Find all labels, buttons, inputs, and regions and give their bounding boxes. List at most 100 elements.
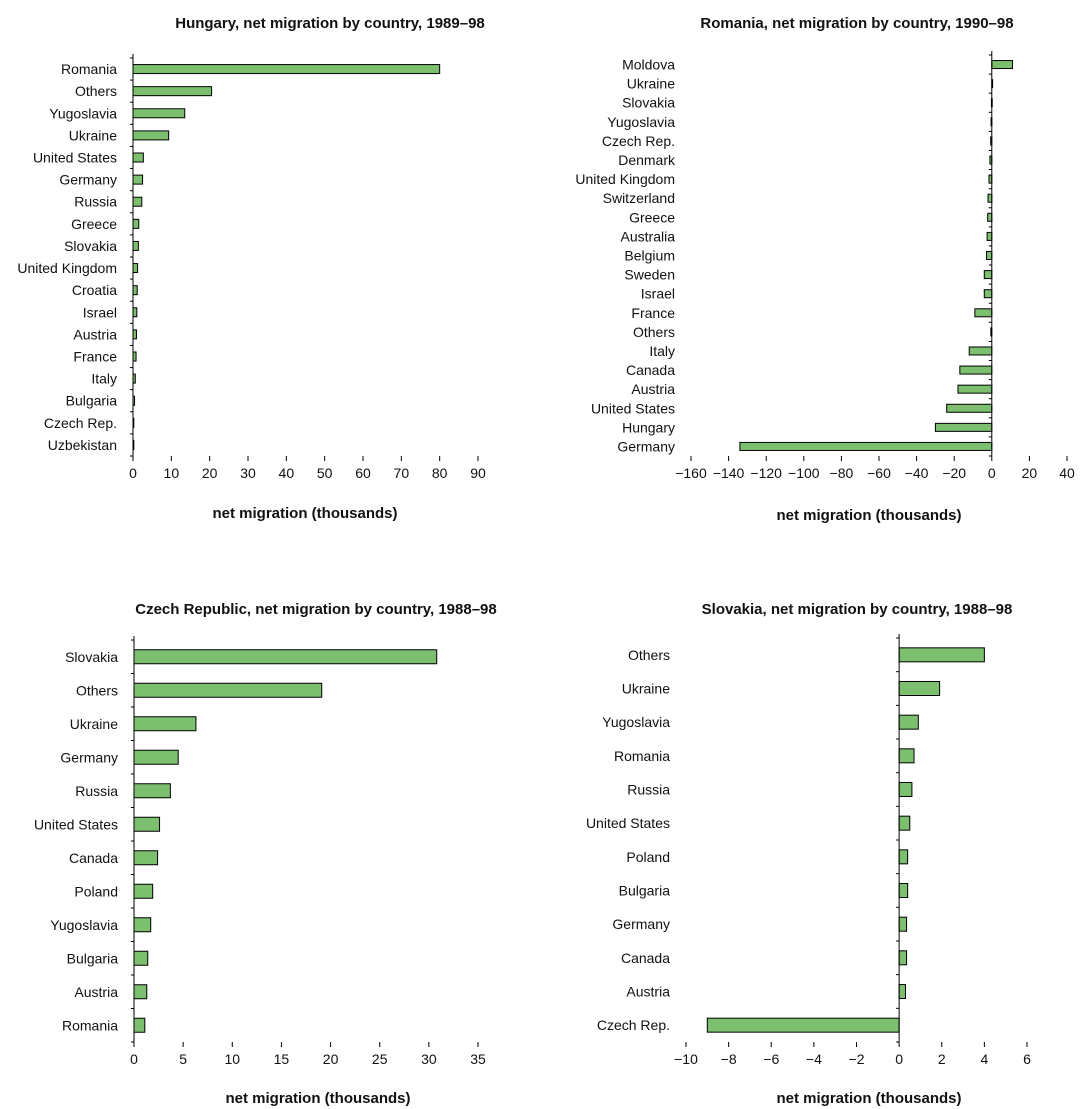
category-label: United States	[33, 150, 117, 166]
x-tick-label: 20	[202, 465, 218, 481]
bar	[946, 403, 993, 413]
chart-title: Czech Republic, net migration by country…	[135, 601, 497, 618]
category-label: Austria	[631, 381, 675, 397]
bar	[133, 783, 171, 799]
bar	[739, 441, 993, 451]
x-tick-label: 20	[1022, 465, 1038, 481]
bar	[986, 231, 993, 241]
category-label: Israel	[641, 286, 675, 302]
bar	[132, 130, 170, 141]
category-label: Greece	[629, 209, 675, 225]
bar	[132, 240, 139, 251]
category-label: Croatia	[72, 282, 117, 298]
category-label: Canada	[69, 850, 118, 866]
category-label: Moldova	[622, 57, 675, 73]
x-axis-label: net migration (thousands)	[777, 507, 962, 524]
bar	[968, 346, 993, 356]
category-label: United Kingdom	[575, 171, 675, 187]
category-label: United States	[586, 815, 670, 831]
bar	[898, 681, 941, 696]
category-label: Canada	[626, 362, 675, 378]
bar	[959, 365, 993, 375]
x-tick-label: 30	[421, 1051, 437, 1067]
category-label: Others	[633, 324, 675, 340]
bar	[898, 748, 915, 764]
category-label: Germany	[612, 916, 670, 932]
bar	[986, 251, 993, 260]
chart-4: Slovakia, net migration by country, 1988…	[586, 601, 1031, 1107]
category-label: Bulgaria	[619, 883, 671, 899]
bar	[898, 984, 907, 999]
x-tick-label: −10	[674, 1051, 698, 1067]
x-tick-label: 80	[432, 465, 448, 481]
category-label: Germany	[60, 749, 118, 765]
x-axis-label: net migration (thousands)	[213, 505, 398, 522]
category-label: Italy	[649, 343, 675, 359]
category-label: Hungary	[622, 419, 675, 435]
bar	[133, 917, 152, 933]
bar	[133, 716, 197, 732]
bar	[987, 212, 993, 222]
category-label: Bulgaria	[66, 393, 118, 409]
bar	[974, 308, 993, 318]
category-label: Israel	[83, 304, 117, 320]
category-label: Slovakia	[622, 95, 675, 111]
x-tick-label: −4	[806, 1051, 822, 1067]
x-tick-label: 10	[164, 465, 180, 481]
x-tick-label: 50	[317, 465, 333, 481]
bar	[132, 86, 213, 97]
category-label: Slovakia	[64, 238, 117, 254]
bar	[957, 384, 993, 394]
chart-title: Romania, net migration by country, 1990–…	[700, 15, 1013, 32]
bar	[132, 174, 144, 185]
category-label: Czech Rep.	[602, 133, 675, 149]
bar	[132, 64, 441, 75]
category-label: United States	[591, 400, 675, 416]
bar	[133, 749, 179, 765]
x-tick-label: 40	[1059, 465, 1075, 481]
x-tick-label: 35	[470, 1051, 486, 1067]
category-label: Ukraine	[622, 681, 670, 697]
bar	[133, 682, 323, 698]
category-label: Russia	[75, 783, 118, 799]
bar	[133, 649, 438, 665]
category-label: Italy	[91, 371, 117, 387]
category-label: Sweden	[624, 267, 675, 283]
category-label: United States	[34, 816, 118, 832]
category-label: Romania	[61, 61, 117, 77]
bar	[132, 196, 143, 207]
x-tick-label: 0	[129, 465, 137, 481]
x-tick-label: 5	[179, 1051, 187, 1067]
x-tick-label: 20	[323, 1051, 339, 1067]
category-label: Uzbekistan	[48, 437, 117, 453]
bar	[132, 263, 139, 274]
x-tick-label: 6	[1023, 1051, 1031, 1067]
category-label: Greece	[71, 216, 117, 232]
x-tick-label: 70	[394, 465, 410, 481]
bar	[898, 714, 919, 730]
x-tick-label: −8	[721, 1051, 737, 1067]
category-label: Germany	[617, 438, 675, 454]
category-label: France	[73, 349, 117, 365]
category-label: Others	[628, 647, 670, 663]
x-tick-label: 2	[938, 1051, 946, 1067]
bar	[898, 647, 985, 663]
x-tick-label: −2	[849, 1051, 865, 1067]
category-label: Poland	[626, 849, 670, 865]
category-label: Ukraine	[69, 127, 117, 143]
category-label: Romania	[62, 1017, 118, 1033]
x-tick-label: 4	[980, 1051, 988, 1067]
category-label: Russia	[627, 782, 670, 798]
x-tick-label: 40	[279, 465, 295, 481]
bar	[132, 329, 137, 340]
x-tick-label: −160	[675, 465, 707, 481]
bar	[898, 883, 909, 898]
chart-2: Romania, net migration by country, 1990–…	[575, 15, 1075, 524]
category-label: Austria	[626, 984, 670, 1000]
x-tick-label: −140	[713, 465, 745, 481]
category-label: Yugoslavia	[49, 105, 117, 121]
bar	[983, 289, 993, 299]
bar	[133, 850, 159, 866]
category-label: Yugoslavia	[607, 114, 675, 130]
